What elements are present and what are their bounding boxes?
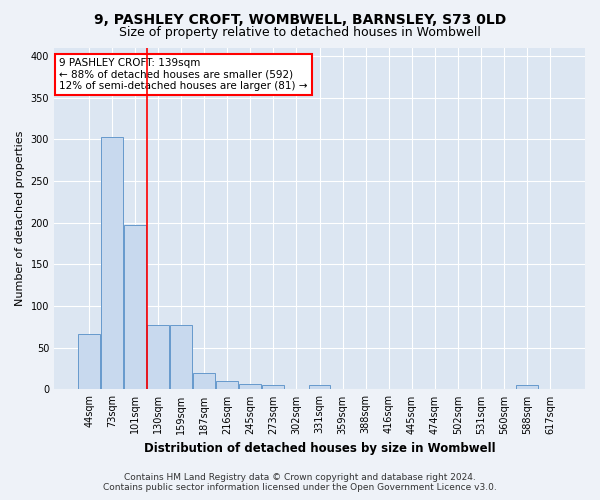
- Text: 9 PASHLEY CROFT: 139sqm
← 88% of detached houses are smaller (592)
12% of semi-d: 9 PASHLEY CROFT: 139sqm ← 88% of detache…: [59, 58, 308, 91]
- Bar: [217, 381, 238, 390]
- Bar: [124, 225, 146, 390]
- Bar: [193, 373, 215, 390]
- Bar: [170, 325, 192, 390]
- Bar: [516, 386, 538, 390]
- Text: Contains HM Land Registry data © Crown copyright and database right 2024.
Contai: Contains HM Land Registry data © Crown c…: [103, 473, 497, 492]
- X-axis label: Distribution of detached houses by size in Wombwell: Distribution of detached houses by size …: [144, 442, 496, 455]
- Bar: [308, 386, 331, 390]
- Text: 9, PASHLEY CROFT, WOMBWELL, BARNSLEY, S73 0LD: 9, PASHLEY CROFT, WOMBWELL, BARNSLEY, S7…: [94, 12, 506, 26]
- Text: Size of property relative to detached houses in Wombwell: Size of property relative to detached ho…: [119, 26, 481, 39]
- Bar: [262, 386, 284, 390]
- Y-axis label: Number of detached properties: Number of detached properties: [15, 131, 25, 306]
- Bar: [239, 384, 262, 390]
- Bar: [147, 325, 169, 390]
- Bar: [78, 334, 100, 390]
- Bar: [101, 136, 123, 390]
